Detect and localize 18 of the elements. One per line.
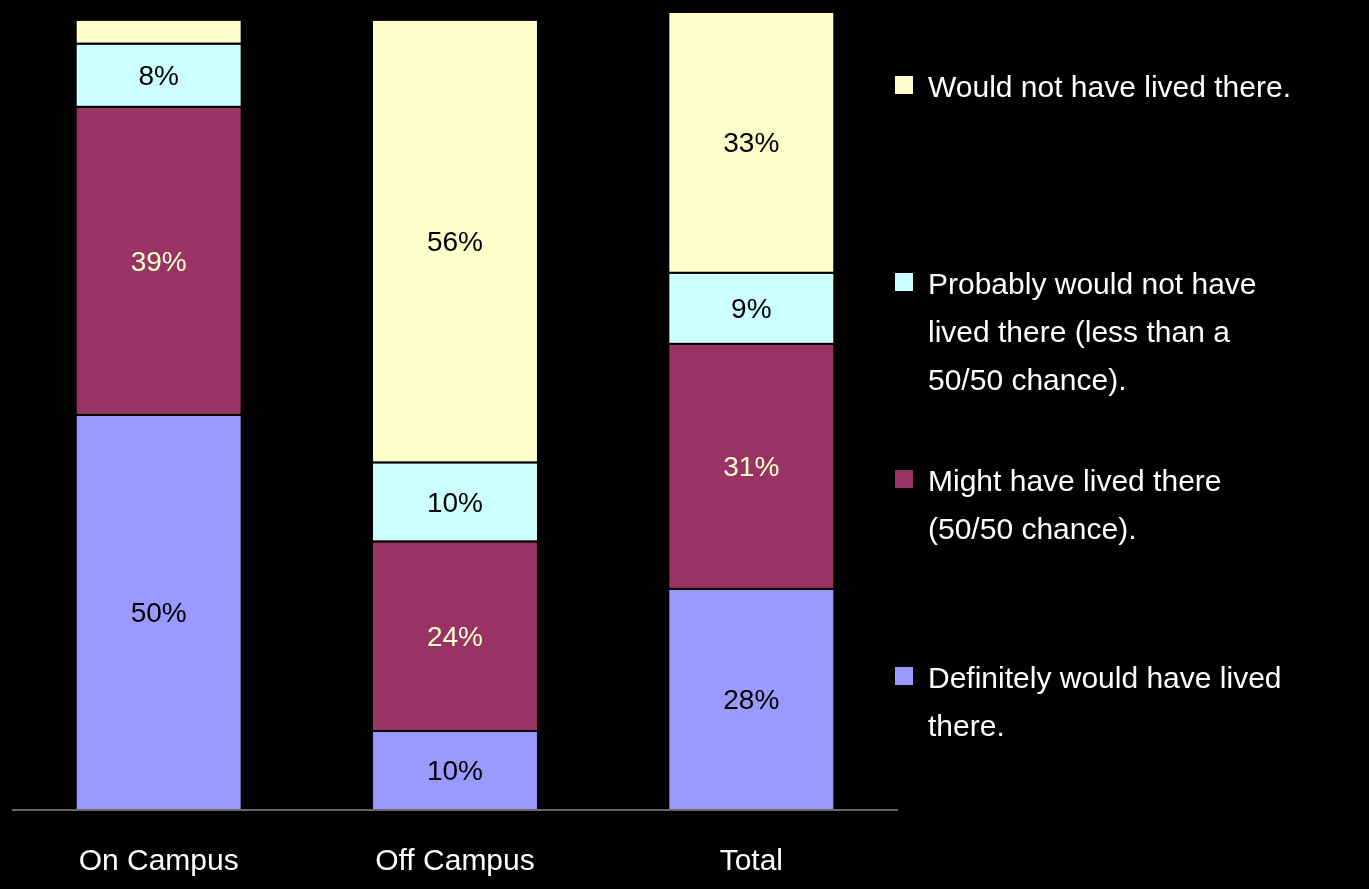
data-label: 56%: [426, 225, 484, 257]
data-label: 9%: [731, 293, 772, 325]
x-tick-label: Total: [719, 843, 784, 876]
data-label: 31%: [723, 451, 780, 483]
data-label: 24%: [426, 620, 484, 652]
data-label: 33%: [723, 127, 780, 159]
data-label: 50%: [130, 597, 187, 629]
data-label: 10%: [426, 755, 484, 787]
data-label: 8%: [138, 60, 179, 92]
legend-label: Definitely would have lived there.: [928, 660, 1282, 742]
legend-label: Might have lived there (50/50 chance).: [928, 463, 1222, 545]
legend-label: Would not have lived there.: [928, 69, 1292, 103]
x-tick-label: Off Campus: [375, 843, 535, 876]
data-label: 39%: [130, 245, 187, 277]
data-label: 28%: [723, 684, 780, 716]
x-tick-label: On Campus: [78, 843, 239, 876]
legend-label: Probably would not have lived there (less than a 50/50 chance).: [928, 266, 1257, 396]
data-label: 10%: [426, 486, 484, 518]
